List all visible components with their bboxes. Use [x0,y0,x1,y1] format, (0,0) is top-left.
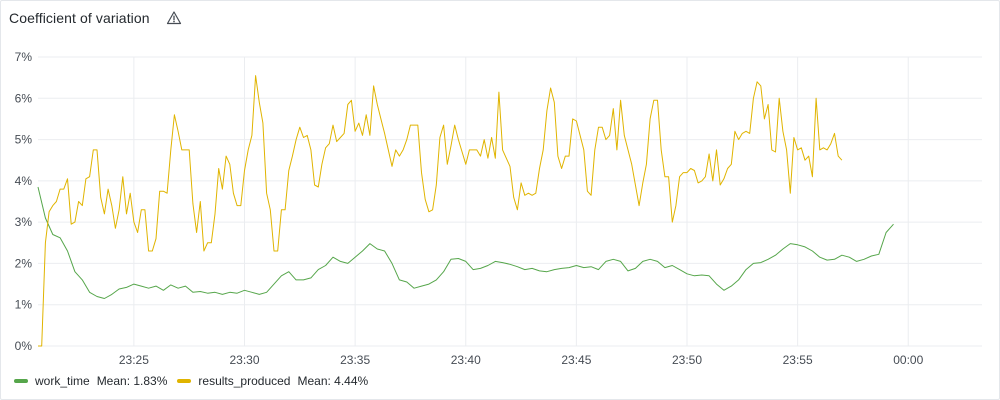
x-tick-label: 23:55 [783,353,813,367]
y-tick-label: 4% [15,174,33,188]
legend-mean: Mean: 1.83% [96,374,168,388]
panel-title: Coefficient of variation [9,10,150,26]
legend-swatch-work-time [14,379,28,383]
y-axis: 0% 1% 2% 3% 4% 5% 6% 7% [15,50,33,353]
panel-header: Coefficient of variation [9,7,182,29]
grid-lines [38,56,982,347]
y-tick-label: 1% [15,298,33,312]
x-tick-label: 23:25 [119,353,149,367]
y-tick-label: 5% [15,133,33,147]
y-tick-label: 3% [15,215,33,229]
legend: work_time Mean: 1.83% results_produced M… [14,372,378,390]
legend-mean: Mean: 4.44% [297,374,369,388]
legend-name: work_time [35,374,90,388]
y-tick-label: 6% [15,91,33,105]
series-lines [37,75,894,347]
legend-swatch-results-produced [177,379,192,383]
x-tick-label: 23:50 [672,353,702,367]
x-tick-label: 23:40 [451,353,481,367]
y-tick-label: 7% [15,50,33,64]
y-tick-label: 0% [15,339,33,353]
legend-item-results-produced[interactable]: results_produced Mean: 4.44% [177,374,368,388]
x-tick-label: 23:30 [229,353,259,367]
legend-name: results_produced [198,374,291,388]
x-tick-label: 23:35 [340,353,370,367]
x-tick-label: 00:00 [893,353,923,367]
series-line-results-produced [38,75,843,347]
legend-item-work-time[interactable]: work_time Mean: 1.83% [14,374,167,388]
y-tick-label: 2% [15,256,33,270]
series-line-work-time [37,186,894,299]
x-axis: 23:25 23:30 23:35 23:40 23:45 23:50 23:55 00:00 [119,353,924,367]
x-tick-label: 23:45 [561,353,591,367]
warning-icon[interactable] [166,10,182,26]
